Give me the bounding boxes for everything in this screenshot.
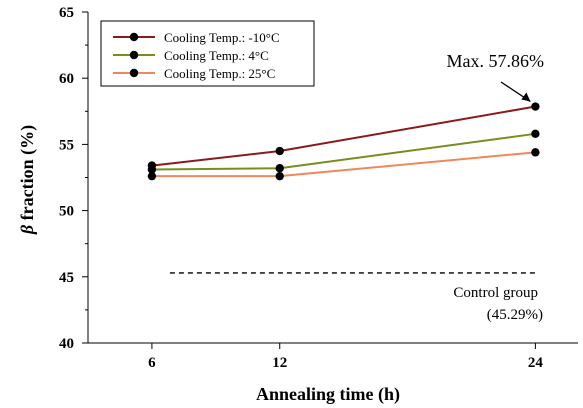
data-point bbox=[531, 102, 540, 111]
max-arrow-head bbox=[521, 92, 531, 102]
data-point bbox=[275, 146, 284, 156]
x-tick-label: 12 bbox=[272, 355, 287, 371]
data-point bbox=[531, 148, 540, 157]
x-tick-label: 6 bbox=[148, 355, 156, 371]
control-label: Control group bbox=[453, 285, 538, 301]
x-tick-label: 24 bbox=[528, 355, 544, 371]
series-line-2 bbox=[151, 151, 536, 178]
data-point bbox=[147, 171, 157, 181]
y-tick-label: 55 bbox=[59, 137, 74, 153]
y-axis-title-text: fraction (%) bbox=[17, 125, 38, 225]
legend-label: Cooling Temp.: -10°C bbox=[164, 30, 280, 45]
data-point bbox=[275, 164, 284, 173]
y-axis-title-symbol: β bbox=[17, 224, 37, 235]
data-point bbox=[275, 171, 284, 181]
legend-swatch-marker bbox=[129, 68, 139, 78]
series-group bbox=[147, 102, 540, 181]
max-annotation: Max. 57.86% bbox=[447, 51, 545, 71]
legend: Cooling Temp.: -10°C Cooling Temp.: 4°C Co… bbox=[100, 20, 315, 87]
legend-swatch-marker bbox=[129, 50, 139, 60]
y-tick-label: 40 bbox=[59, 336, 74, 352]
legend-label: Cooling Temp.: 25°C bbox=[164, 66, 275, 81]
legend-label: Cooling Temp.: 4°C bbox=[164, 48, 269, 63]
y-tick-label: 60 bbox=[59, 71, 74, 87]
control-line-group: Control group (45.29%) bbox=[169, 272, 543, 323]
y-tick-label: 65 bbox=[59, 5, 74, 21]
data-point bbox=[147, 165, 157, 174]
y-axis-title: β fraction (%) bbox=[17, 125, 38, 235]
y-tick-label: 50 bbox=[59, 204, 74, 220]
control-value-label: (45.29%) bbox=[487, 307, 543, 323]
y-tick-label: 45 bbox=[59, 270, 74, 286]
annotations: Max. 57.86% bbox=[447, 51, 545, 103]
x-axis-title: Annealing time (h) bbox=[256, 384, 400, 405]
axes: 40 45 50 55 60 65 6 12 24 Annealing time (h) β fra… bbox=[17, 5, 578, 405]
data-point bbox=[531, 129, 540, 139]
legend-swatch-marker bbox=[129, 32, 139, 42]
